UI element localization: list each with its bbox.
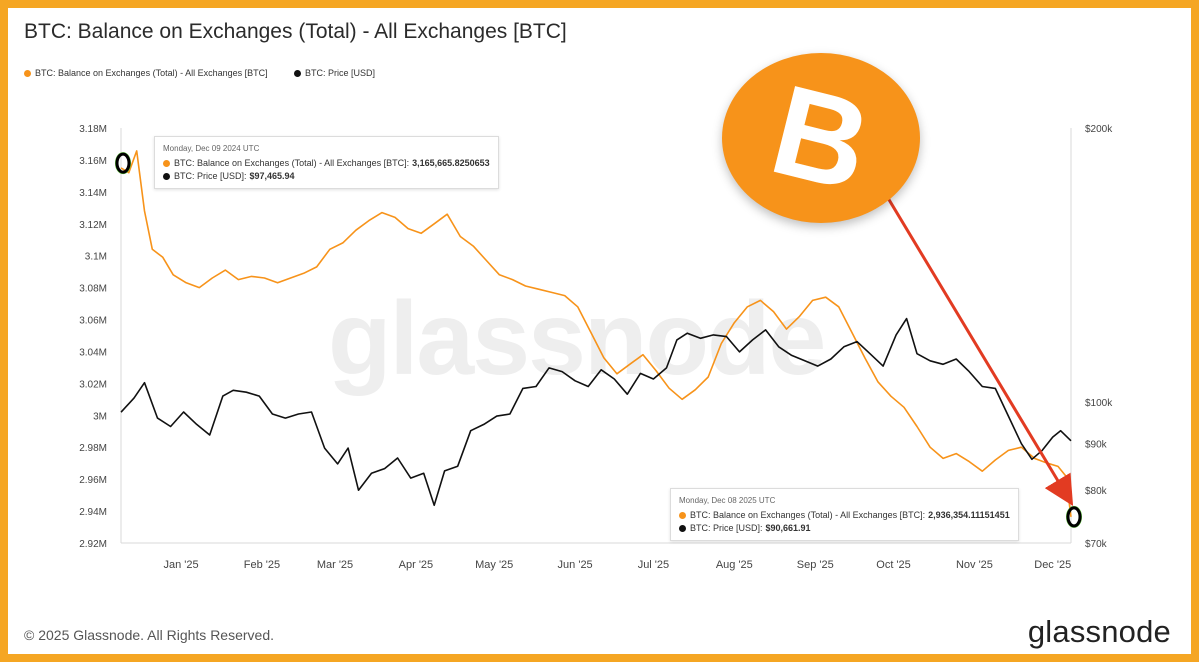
x-tick-label: Sep '25 (797, 559, 834, 571)
tooltip-end: Monday, Dec 08 2025 UTC BTC: Balance on … (670, 488, 1019, 541)
x-tick-label: Dec '25 (1034, 559, 1071, 571)
y-left-tick-label: 3.14M (79, 188, 107, 199)
x-tick-label: Jan '25 (163, 559, 198, 571)
price-series-line (120, 317, 1072, 507)
legend-balance-swatch (24, 69, 31, 77)
y-right-tick-label: $90k (1085, 440, 1108, 451)
y-left-tick-label: 2.94M (79, 507, 107, 518)
x-tick-label: Oct '25 (876, 559, 911, 571)
bitcoin-logo-icon: B (722, 53, 920, 223)
tooltip-start-balance-value: 3,165,665.8250653 (412, 158, 490, 168)
tooltip-end-date: Monday, Dec 08 2025 UTC (679, 496, 776, 505)
x-tick-label: May '25 (475, 559, 513, 571)
tooltip-start-balance-row: BTC: Balance on Exchanges (Total) - All … (163, 157, 490, 170)
tooltip-start-date: Monday, Dec 09 2024 UTC (163, 144, 260, 153)
y-left-tick-label: 3.08M (79, 284, 107, 295)
x-tick-label: Jul '25 (638, 559, 669, 571)
end-marker (1066, 506, 1082, 528)
tooltip-start-price-value: $97,465.94 (249, 171, 295, 181)
x-tick-label: Nov '25 (956, 559, 993, 571)
tooltip-start: Monday, Dec 09 2024 UTC BTC: Balance on … (154, 136, 499, 189)
red-arrow (886, 197, 1074, 507)
y-right-tick-label: $80k (1085, 486, 1108, 497)
y-left-tick-label: 3.02M (79, 379, 107, 390)
y-left-tick-label: 3.1M (85, 252, 107, 263)
tooltip-start-price-row: BTC: Price [USD]: $97,465.94 (163, 170, 490, 183)
tooltip-start-price-label: BTC: Price [USD]: (174, 171, 247, 181)
chart-plot: 3.18M 3.16M 3.14M 3.12M 3.1M 3.08M 3.06M 3.04M 3… (79, 124, 1113, 571)
x-tick-label: Feb '25 (244, 559, 280, 571)
legend-price-label: BTC: Price [USD] (305, 68, 376, 78)
legend-balance-label: BTC: Balance on Exchanges (Total) - All … (35, 68, 268, 78)
y-left-tick-label: 3.06M (79, 316, 107, 327)
x-tick-label: Jun '25 (558, 559, 593, 571)
tooltip-start-price-dot (163, 173, 170, 180)
y-left-tick-label: 3.04M (79, 347, 107, 358)
y-left-tick-label: 3.12M (79, 220, 107, 231)
tooltip-end-balance-value: 2,936,354.11151451 (928, 510, 1010, 520)
y-left-tick-label: 2.92M (79, 539, 107, 550)
legend-price[interactable]: BTC: Price [USD] (294, 68, 375, 78)
legend-balance[interactable]: BTC: Balance on Exchanges (Total) - All … (24, 68, 268, 78)
watermark: glassnode (328, 281, 826, 397)
footer-brand-logo: glassnode (1027, 614, 1171, 649)
y-left-tick-label: 3.16M (79, 156, 107, 167)
y-right-tick-label: $70k (1085, 539, 1108, 550)
footer-copyright: © 2025 Glassnode. All Rights Reserved. (24, 627, 275, 643)
tooltip-start-balance-label: BTC: Balance on Exchanges (Total) - All … (174, 158, 410, 168)
start-marker (115, 152, 131, 174)
x-tick-label: Mar '25 (317, 559, 353, 571)
tooltip-end-balance-label: BTC: Balance on Exchanges (Total) - All … (690, 510, 926, 520)
tooltip-start-balance-dot (163, 160, 170, 167)
y-left-tick-label: 3.18M (79, 124, 107, 135)
y-left-tick-label: 2.98M (79, 443, 107, 454)
chart-title: BTC: Balance on Exchanges (Total) - All … (24, 20, 567, 43)
tooltip-end-balance-dot (679, 512, 686, 519)
x-tick-label: Aug '25 (716, 559, 753, 571)
legend-price-swatch (294, 69, 301, 77)
balance-series-line (120, 150, 1072, 518)
y-right-tick-label: $100k (1085, 398, 1113, 409)
y-left-tick-label: 3M (93, 411, 107, 422)
y-right-tick-label: $200k (1085, 124, 1113, 135)
tooltip-end-price-value: $90,661.91 (765, 523, 811, 533)
tooltip-end-balance-row: BTC: Balance on Exchanges (Total) - All … (679, 509, 1010, 522)
tooltip-end-price-row: BTC: Price [USD]: $90,661.91 (679, 522, 1010, 535)
x-tick-label: Apr '25 (399, 559, 434, 571)
chart-frame: BTC: Balance on Exchanges (Total) - All … (8, 8, 1191, 654)
tooltip-end-price-dot (679, 525, 686, 532)
y-left-tick-label: 2.96M (79, 475, 107, 486)
tooltip-end-price-label: BTC: Price [USD]: (690, 523, 763, 533)
